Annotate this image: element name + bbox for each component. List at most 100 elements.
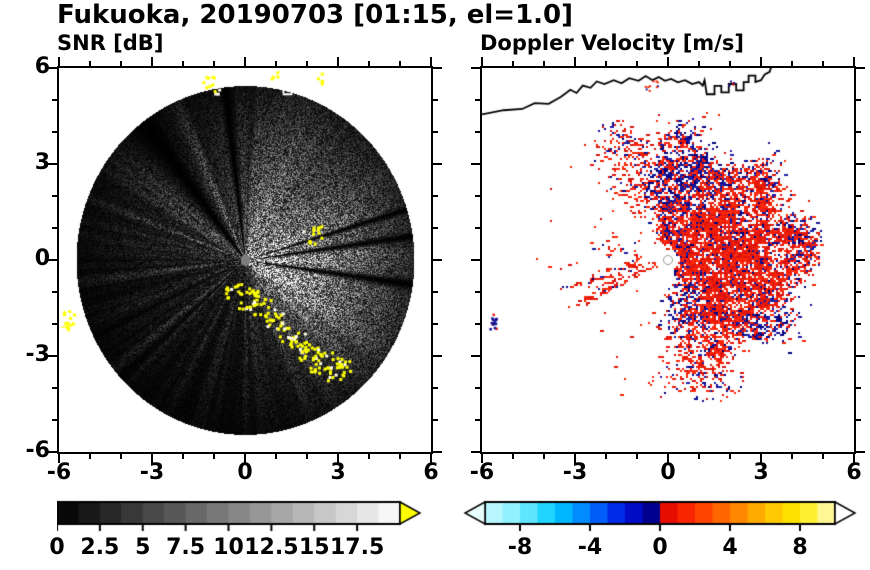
axis-tick: [120, 61, 122, 66]
axis-tick: [433, 291, 438, 293]
axis-tick: [52, 291, 57, 293]
axis-tick: [856, 99, 861, 101]
x-tick-label: 0: [660, 460, 676, 485]
axis-tick: [433, 67, 442, 69]
y-tick-label: -3: [25, 342, 50, 367]
colorbar-tick-label: 2.5: [80, 535, 120, 560]
axis-tick: [471, 451, 480, 453]
axis-tick: [433, 195, 438, 197]
axis-tick: [667, 57, 669, 66]
colorbar-tick-label: 10: [213, 535, 244, 560]
colorbar-tick-label: 0: [652, 535, 668, 560]
colorbar-tick-label: 17.5: [329, 535, 385, 560]
axis-tick: [822, 61, 824, 66]
axis-tick: [856, 387, 861, 389]
axis-tick: [89, 61, 91, 66]
axis-tick: [475, 387, 480, 389]
axis-tick: [433, 163, 442, 165]
axis-tick: [791, 454, 793, 459]
axis-tick: [729, 61, 731, 66]
axis-tick: [574, 57, 576, 66]
axis-tick: [856, 355, 865, 357]
axis-tick: [475, 131, 480, 133]
axis-tick: [698, 61, 700, 66]
axis-tick: [760, 57, 762, 66]
x-tick-label: -3: [139, 460, 165, 485]
axis-tick: [430, 454, 432, 463]
axis-tick: [182, 454, 184, 459]
axis-tick: [481, 454, 483, 463]
axis-tick: [856, 419, 861, 421]
axis-tick: [475, 227, 480, 229]
axis-tick: [512, 61, 514, 66]
axis-tick: [856, 323, 861, 325]
axis-tick: [433, 227, 438, 229]
axis-tick: [52, 195, 57, 197]
axis-tick: [306, 61, 308, 66]
axis-tick: [52, 323, 57, 325]
axis-tick: [543, 61, 545, 66]
snr-colorbar: [57, 500, 429, 534]
axis-tick: [822, 454, 824, 459]
axis-tick: [433, 419, 438, 421]
axis-tick: [48, 451, 57, 453]
x-tick-label: -3: [562, 460, 588, 485]
axis-tick: [471, 355, 480, 357]
axis-tick: [89, 454, 91, 459]
colorbar-tick-label: -4: [577, 535, 603, 560]
axis-tick: [337, 454, 339, 463]
axis-tick: [856, 67, 865, 69]
y-tick-label: 3: [34, 150, 50, 175]
axis-tick: [574, 454, 576, 463]
axis-tick: [151, 57, 153, 66]
axis-tick: [58, 454, 60, 463]
axis-tick: [471, 163, 480, 165]
axis-tick: [512, 454, 514, 459]
colorbar-tick-label: 8: [792, 535, 808, 560]
x-tick-label: -6: [46, 460, 72, 485]
axis-tick: [52, 99, 57, 101]
axis-tick: [433, 323, 438, 325]
doppler-ppi-canvas: [482, 68, 854, 452]
axis-tick: [667, 454, 669, 463]
axis-tick: [475, 99, 480, 101]
axis-tick: [275, 454, 277, 459]
axis-tick: [433, 131, 438, 133]
axis-tick: [182, 61, 184, 66]
figure-title: Fukuoka, 20190703 [01:15, el=1.0]: [57, 0, 574, 30]
axis-tick: [475, 323, 480, 325]
axis-tick: [856, 451, 865, 453]
colorbar-tick-label: 0: [49, 535, 65, 560]
axis-tick: [48, 163, 57, 165]
axis-tick: [760, 454, 762, 463]
axis-tick: [52, 387, 57, 389]
axis-tick: [471, 67, 480, 69]
axis-tick: [48, 355, 57, 357]
axis-tick: [856, 131, 861, 133]
snr-ppi-canvas: [59, 68, 431, 452]
x-tick-label: 3: [330, 460, 346, 485]
axis-tick: [636, 61, 638, 66]
colorbar-tick-label: 5: [135, 535, 151, 560]
axis-tick: [856, 259, 865, 261]
axis-tick: [52, 227, 57, 229]
snr-panel-title: SNR [dB]: [57, 31, 164, 55]
axis-tick: [433, 99, 438, 101]
axis-tick: [306, 454, 308, 459]
axis-tick: [475, 291, 480, 293]
axis-tick: [275, 61, 277, 66]
axis-tick: [399, 61, 401, 66]
axis-tick: [605, 61, 607, 66]
axis-tick: [368, 454, 370, 459]
x-tick-label: 6: [423, 460, 439, 485]
axis-tick: [151, 454, 153, 463]
x-tick-label: -6: [469, 460, 495, 485]
axis-tick: [244, 454, 246, 463]
colorbar-tick-label: 4: [722, 535, 738, 560]
snr-panel: [48, 57, 442, 463]
axis-tick: [244, 57, 246, 66]
axis-tick: [213, 454, 215, 459]
axis-tick: [853, 57, 855, 66]
axis-tick: [791, 61, 793, 66]
